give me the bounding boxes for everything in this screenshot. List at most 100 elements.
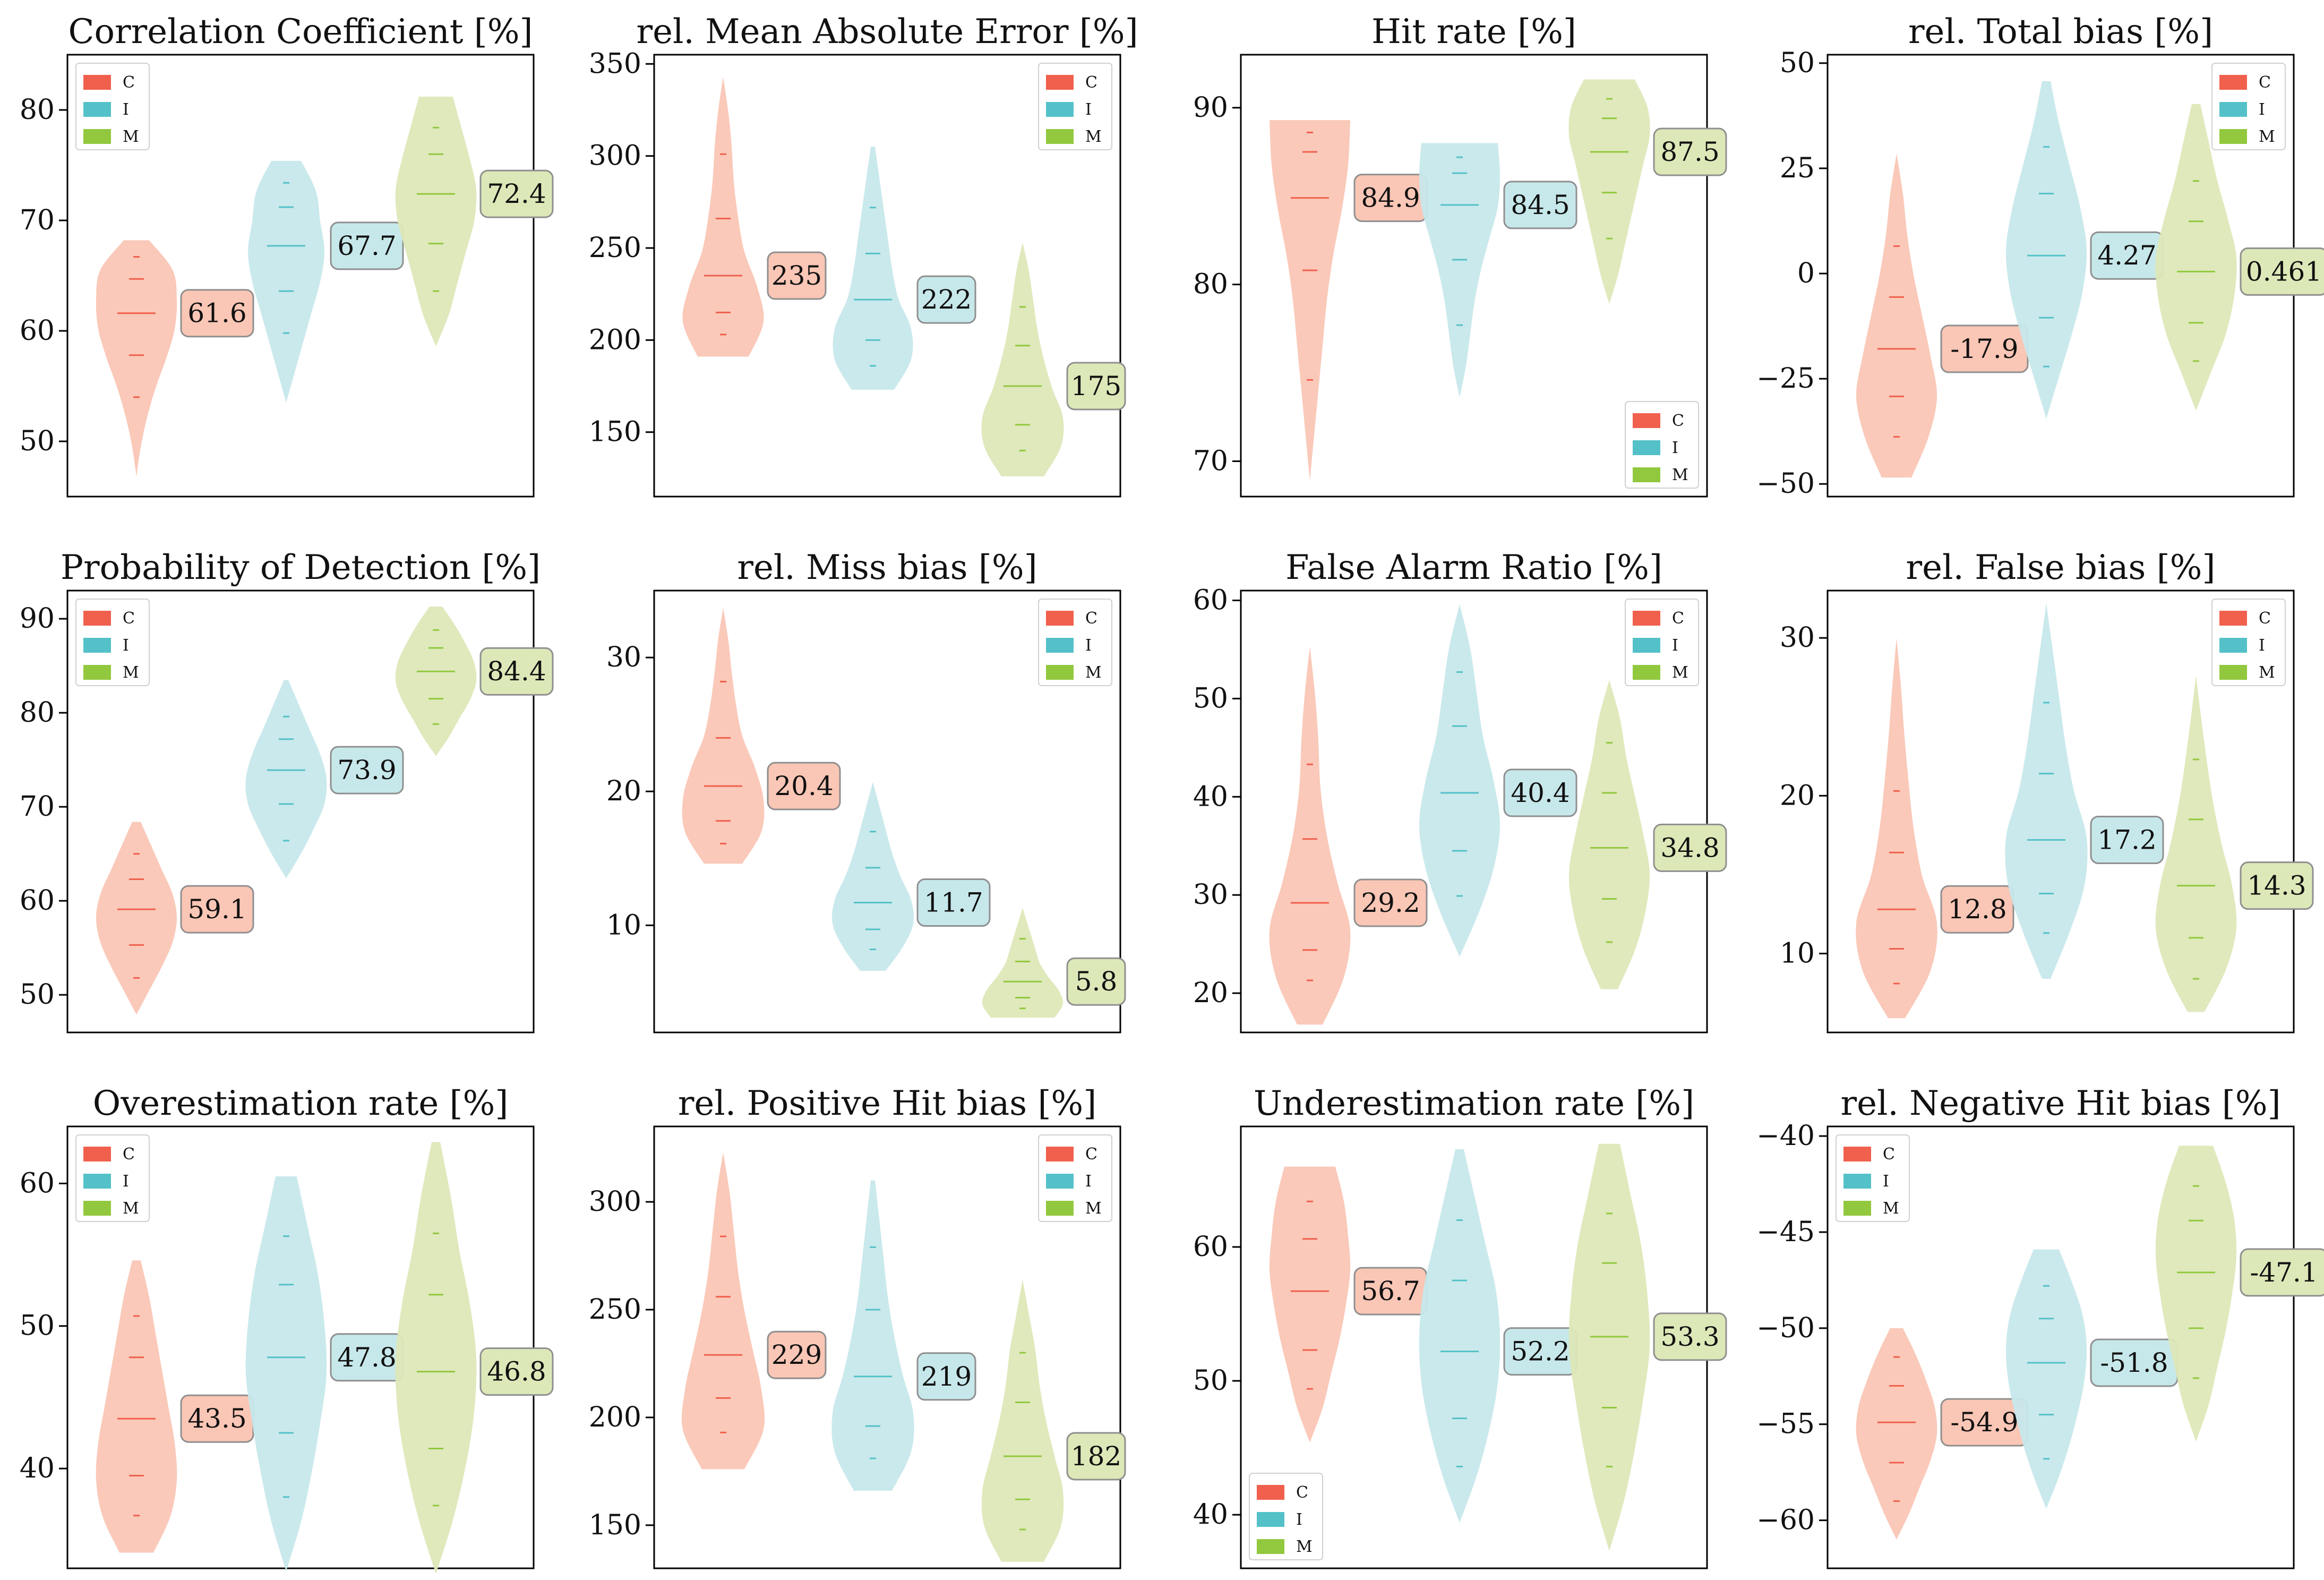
legend-swatch-C xyxy=(83,1147,111,1161)
y-tick-label: −60 xyxy=(1756,1505,1815,1536)
y-tick-label: 60 xyxy=(1193,1231,1228,1263)
legend-swatch-I xyxy=(1633,638,1660,653)
legend-label: C xyxy=(1085,73,1097,92)
legend-label: C xyxy=(123,1145,135,1164)
violin-body-M xyxy=(2155,676,2237,1012)
legend-swatch-M xyxy=(83,665,111,680)
violin-body-I xyxy=(833,147,913,390)
y-tick-label: 50 xyxy=(20,1310,55,1342)
median-label: 4.27 xyxy=(2097,240,2156,271)
panel-title: rel. Total bias [%] xyxy=(1908,12,2213,52)
legend-label: I xyxy=(1672,636,1678,655)
median-label-box xyxy=(1066,957,1126,1006)
legend: CIM xyxy=(75,63,150,150)
legend-label: M xyxy=(2259,127,2275,146)
median-label-box xyxy=(479,1347,554,1396)
legend-swatch-C xyxy=(1257,1485,1284,1500)
legend: CIM xyxy=(1038,63,1112,150)
violin-body-C xyxy=(682,76,764,357)
legend-swatch-M xyxy=(1633,665,1660,680)
panel-title: Underestimation rate [%] xyxy=(1254,1084,1694,1123)
violin-body-C xyxy=(96,240,177,477)
median-label: 84.9 xyxy=(1361,183,1420,213)
legend-swatch-M xyxy=(1633,467,1660,482)
violin-body-I xyxy=(1419,1149,1500,1523)
median-label-box xyxy=(916,275,976,324)
legend: CIM xyxy=(1836,1134,1910,1222)
violin-body-I xyxy=(831,1180,914,1491)
median-label: 61.6 xyxy=(187,298,246,329)
y-tick-label: 50 xyxy=(1780,47,1815,79)
panel: rel. Total bias [%] −50 −25 0 25 50 -17.9 4.27 0… xyxy=(1756,12,2324,500)
violin-body-M xyxy=(981,242,1064,476)
legend-label: I xyxy=(1085,1172,1092,1191)
violin-body-M xyxy=(982,908,1064,1018)
median-label-box xyxy=(2240,1248,2324,1297)
median-label: 73.9 xyxy=(337,755,396,785)
median-label-box xyxy=(1653,823,1727,872)
legend-swatch-M xyxy=(1046,665,1074,680)
median-label-box xyxy=(767,762,841,810)
violin-body-C xyxy=(682,608,765,864)
median-label-box xyxy=(2240,861,2314,910)
violin-body-I xyxy=(1419,604,1500,957)
median-label-box xyxy=(479,647,554,696)
plot-frame xyxy=(66,1125,535,1569)
median-label: 87.5 xyxy=(1660,136,1719,167)
median-label: -54.9 xyxy=(1950,1407,2018,1438)
median-label: 17.2 xyxy=(2097,824,2156,855)
y-tick-label: 250 xyxy=(589,1294,641,1326)
median-label: 235 xyxy=(771,260,822,291)
legend-label: M xyxy=(1085,127,1102,146)
plot-frame xyxy=(653,54,1121,498)
legend-swatch-C xyxy=(1843,1147,1871,1161)
median-label: 59.1 xyxy=(187,894,246,925)
y-tick-label: 50 xyxy=(1193,1365,1228,1397)
legend: CIM xyxy=(1625,599,1699,686)
y-tick-label: 80 xyxy=(20,94,55,126)
median-label: 43.5 xyxy=(187,1403,246,1434)
median-label: 219 xyxy=(921,1361,972,1392)
median-label: 67.7 xyxy=(337,230,396,261)
median-label-box xyxy=(916,878,991,927)
violin-body-C xyxy=(681,1152,765,1470)
median-label: 11.7 xyxy=(924,887,983,918)
violin-body-I xyxy=(245,1176,327,1572)
median-label-box xyxy=(330,746,404,795)
panel: Underestimation rate [%] 40 50 60 56.7 52.2 53… xyxy=(1193,1084,1727,1569)
y-tick-label: 40 xyxy=(20,1453,55,1484)
violin-body-M xyxy=(395,607,477,756)
y-tick-label: 30 xyxy=(606,642,641,673)
y-tick-label: 40 xyxy=(1193,1499,1228,1531)
violin-body-C xyxy=(1270,120,1350,481)
legend-label: C xyxy=(2259,73,2271,92)
y-tick-label: 30 xyxy=(1193,879,1228,911)
y-tick-label: −25 xyxy=(1756,363,1815,395)
median-label-box xyxy=(1066,362,1126,411)
median-label-box xyxy=(2090,815,2164,864)
median-label-box xyxy=(2240,247,2324,296)
legend-label: M xyxy=(1296,1538,1313,1556)
violin-body-C xyxy=(96,822,177,1015)
panel: rel. Mean Absolute Error [%] 150 200 250 300… xyxy=(589,12,1138,498)
violin-body-C xyxy=(1856,1328,1937,1540)
median-label: 47.8 xyxy=(337,1342,396,1373)
y-tick-label: 25 xyxy=(1780,152,1815,184)
panel: rel. Positive Hit bias [%] 150 200 250 300 22… xyxy=(589,1084,1126,1569)
legend-label: I xyxy=(123,100,129,119)
plot-frame xyxy=(66,54,535,498)
violin-body-M xyxy=(2155,104,2237,411)
median-label-box xyxy=(1503,768,1577,817)
legend-label: M xyxy=(2259,663,2275,682)
violin-body-C xyxy=(1856,638,1937,1019)
y-tick-label: −50 xyxy=(1756,1312,1815,1344)
legend-swatch-I xyxy=(1046,102,1074,117)
median-label: 5.8 xyxy=(1075,966,1118,997)
median-label: -17.9 xyxy=(1950,334,2018,364)
y-tick-label: 70 xyxy=(20,204,55,236)
y-tick-label: 150 xyxy=(589,1509,641,1541)
legend-swatch-C xyxy=(1633,611,1660,626)
median-label: 84.5 xyxy=(1511,190,1570,220)
legend-swatch-C xyxy=(1046,75,1074,90)
y-tick-label: 20 xyxy=(1780,780,1815,812)
